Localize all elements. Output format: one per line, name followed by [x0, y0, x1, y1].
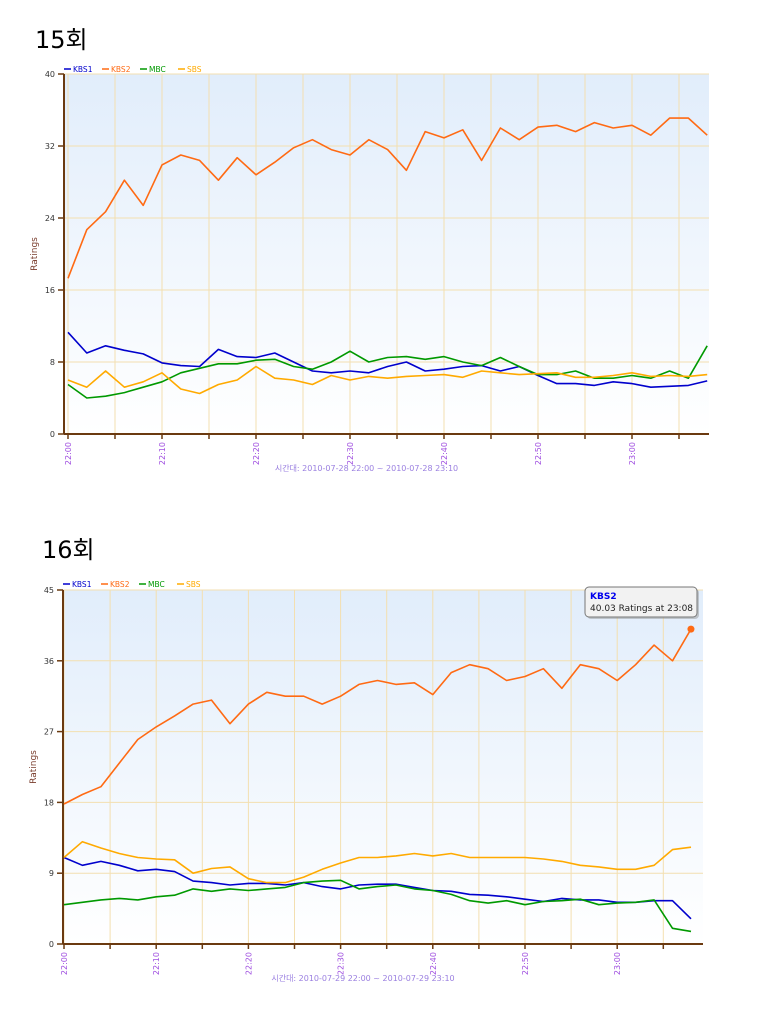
legend-label-kbs1: KBS1 [73, 65, 93, 74]
series-line-mbc [67, 345, 708, 399]
x-tick-label: 22:40 [440, 442, 449, 465]
tooltip-text: 40.03 Ratings at 23:08 [590, 604, 693, 614]
series-line-kbs2 [67, 117, 708, 279]
y-tick-label: 0 [50, 430, 55, 439]
y-tick-label: 32 [45, 142, 55, 151]
series-line-kbs2 [63, 628, 692, 805]
y-axis-label: Ratings [29, 750, 39, 784]
x-tick-label: 22:00 [64, 442, 73, 465]
y-tick-label: 18 [44, 798, 54, 807]
legend-label-kbs2: KBS2 [111, 65, 131, 74]
series-line-kbs1 [63, 856, 692, 920]
legend-label-mbc: MBC [149, 65, 166, 74]
x-tick-label: 22:20 [252, 442, 261, 465]
legend-label-sbs: SBS [186, 580, 201, 589]
x-tick-label: 22:30 [337, 952, 346, 975]
y-tick-label: 45 [44, 586, 54, 595]
x-tick-label: 22:30 [346, 442, 355, 465]
y-tick-label: 9 [49, 869, 54, 878]
x-tick-label: 23:00 [613, 952, 622, 975]
y-tick-label: 36 [44, 657, 54, 666]
series-line-sbs [67, 365, 708, 395]
y-tick-label: 16 [45, 286, 55, 295]
x-tick-label: 22:50 [534, 442, 543, 465]
x-axis-label: 시간대: 2010-07-29 22:00 ~ 2010-07-29 23:10 [271, 973, 454, 983]
x-tick-label: 22:10 [158, 442, 167, 465]
highlighted-point [687, 625, 695, 633]
series-line-mbc [63, 879, 692, 933]
plot-area [64, 74, 709, 434]
chart-title-16: 16회 [42, 536, 95, 564]
tooltip-box [584, 586, 698, 618]
ratings-chart-15: 0 8 16 24 32 40 22:00 22:10 22:20 22:30 22:40 22:50… [30, 65, 709, 473]
x-tick-label: 22:20 [244, 952, 253, 975]
legend-label-sbs: SBS [187, 65, 202, 74]
y-tick-label: 24 [45, 214, 55, 223]
chart-title-15: 15회 [35, 26, 88, 54]
plot-area [63, 590, 703, 944]
y-tick-label: 0 [49, 940, 54, 949]
tooltip-series: KBS2 [590, 592, 617, 602]
y-tick-label: 40 [45, 70, 55, 79]
x-tick-label: 22:00 [60, 952, 69, 975]
legend-label-mbc: MBC [148, 580, 165, 589]
legend-label-kbs2: KBS2 [110, 580, 130, 589]
y-tick-label: 8 [50, 358, 55, 367]
x-tick-label: 23:00 [628, 442, 637, 465]
series-line-kbs1 [67, 331, 708, 389]
x-tick-label: 22:40 [429, 952, 438, 975]
y-tick-label: 27 [44, 728, 54, 737]
legend-label-kbs1: KBS1 [72, 580, 92, 589]
y-axis-label: Ratings [30, 237, 40, 271]
x-tick-label: 22:50 [521, 952, 530, 975]
x-tick-label: 22:10 [152, 952, 161, 975]
series-line-sbs [63, 840, 692, 884]
x-axis-label: 시간대: 2010-07-28 22:00 ~ 2010-07-28 23:10 [275, 463, 458, 473]
